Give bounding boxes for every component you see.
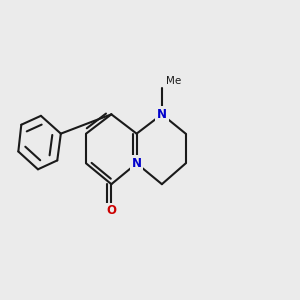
- Text: Me: Me: [166, 76, 182, 86]
- Text: N: N: [132, 157, 142, 170]
- Text: N: N: [157, 108, 167, 121]
- Text: O: O: [106, 204, 116, 218]
